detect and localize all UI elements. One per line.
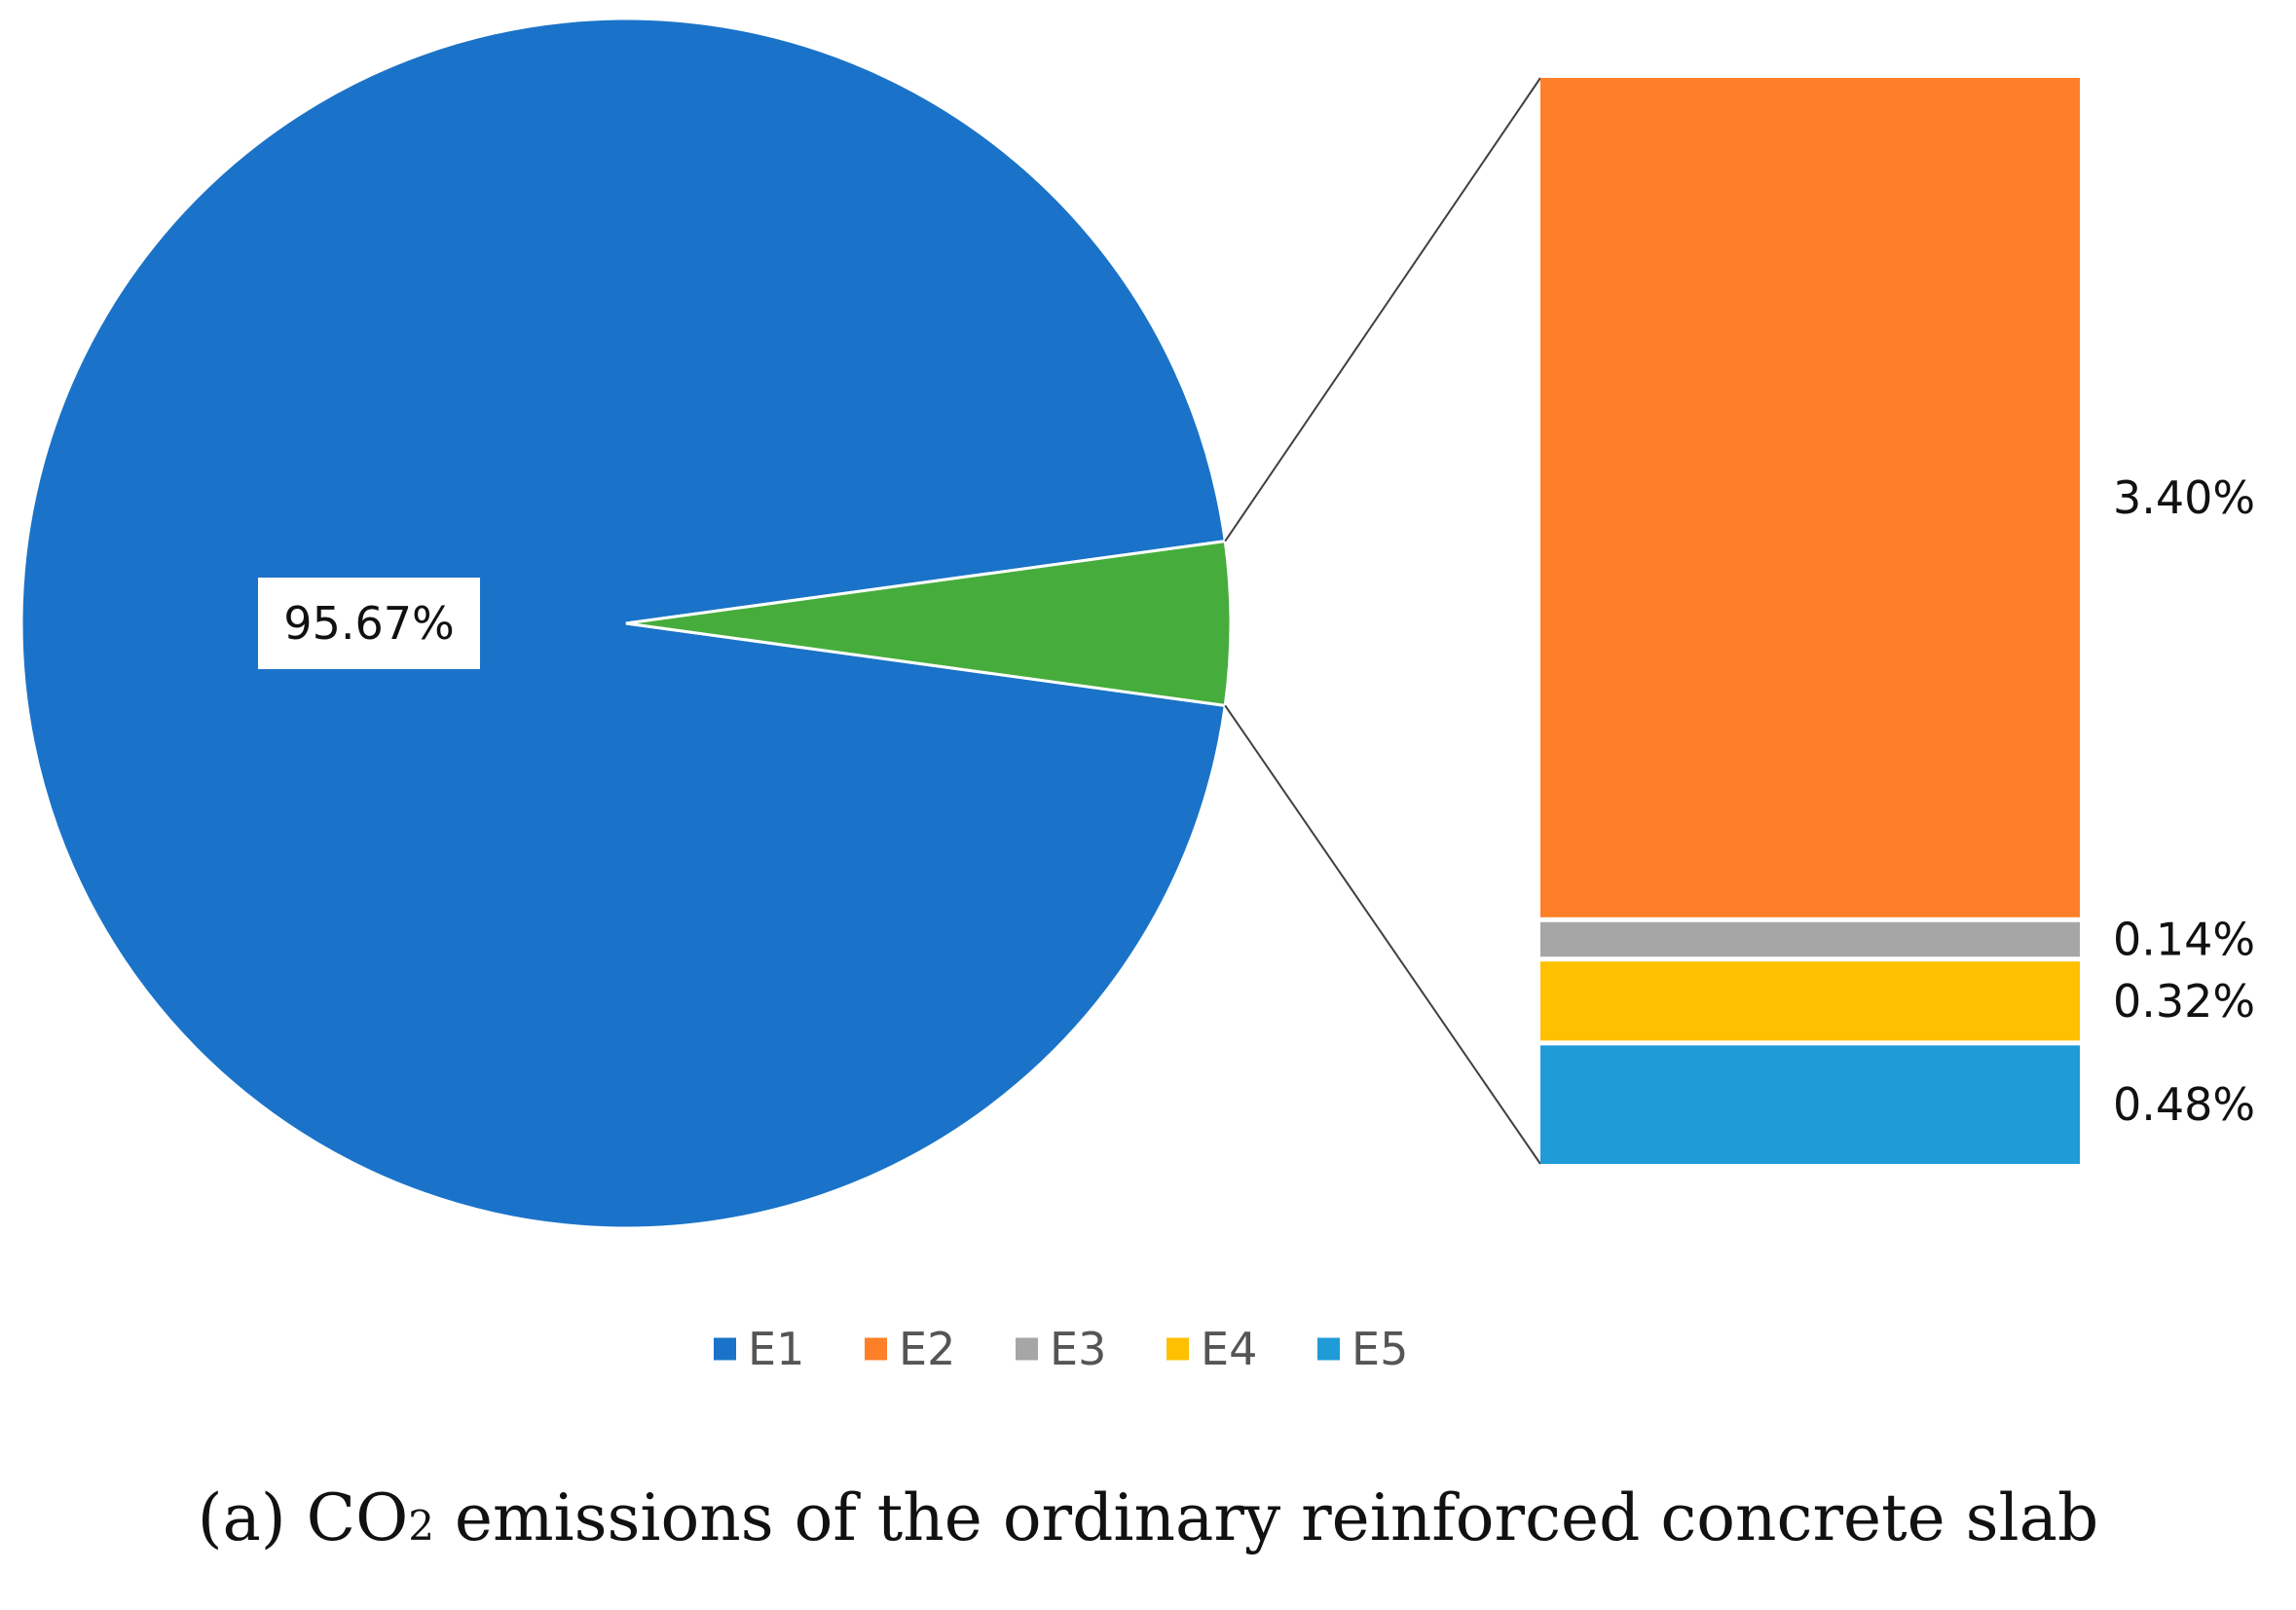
legend-label-e3: E3 [1050,1323,1106,1375]
data-label-e2: 3.40% [2113,471,2255,524]
stacked-bar [1540,78,2080,1164]
connector-line-top [1224,77,1541,543]
caption-suffix: emissions of the ordinary reinforced con… [433,1480,2099,1555]
legend-label-e1: E1 [748,1323,804,1375]
connector-lines [1224,77,1541,1165]
legend-swatch-e1 [714,1337,736,1361]
legend: E1 E2 E3 E4 E5 [714,1323,1408,1375]
data-labels: 3.40% 0.14% 0.32% 0.48% 95.67% [258,471,2255,1131]
pie-slice-e1 [19,17,1227,1230]
bar-segment-e2 [1540,78,2080,917]
connector-line-bottom [1224,704,1541,1165]
pie-slice-other [625,539,1233,708]
caption-prefix: (a) CO [197,1480,409,1555]
figure-caption: (a) CO2 emissions of the ordinary reinfo… [0,1480,2296,1555]
legend-label-e2: E2 [899,1323,955,1375]
legend-label-e4: E4 [1201,1323,1257,1375]
data-label-box-e1 [258,578,480,669]
legend-swatch-e3 [1016,1337,1038,1361]
bar-segment-e4 [1540,961,2080,1041]
data-label-e5: 0.48% [2113,1078,2255,1131]
data-label-e1: 95.67% [283,597,454,650]
pie [19,17,1233,1230]
data-label-e4: 0.32% [2113,975,2255,1028]
data-label-e3: 0.14% [2113,913,2255,965]
bar-segment-e3 [1540,921,2080,957]
legend-swatch-e5 [1317,1337,1340,1361]
bar-segment-e5 [1540,1045,2080,1164]
legend-swatch-e4 [1167,1337,1189,1361]
legend-label-e5: E5 [1352,1323,1408,1375]
legend-swatch-e2 [865,1337,887,1361]
caption-subscript: 2 [408,1502,434,1550]
